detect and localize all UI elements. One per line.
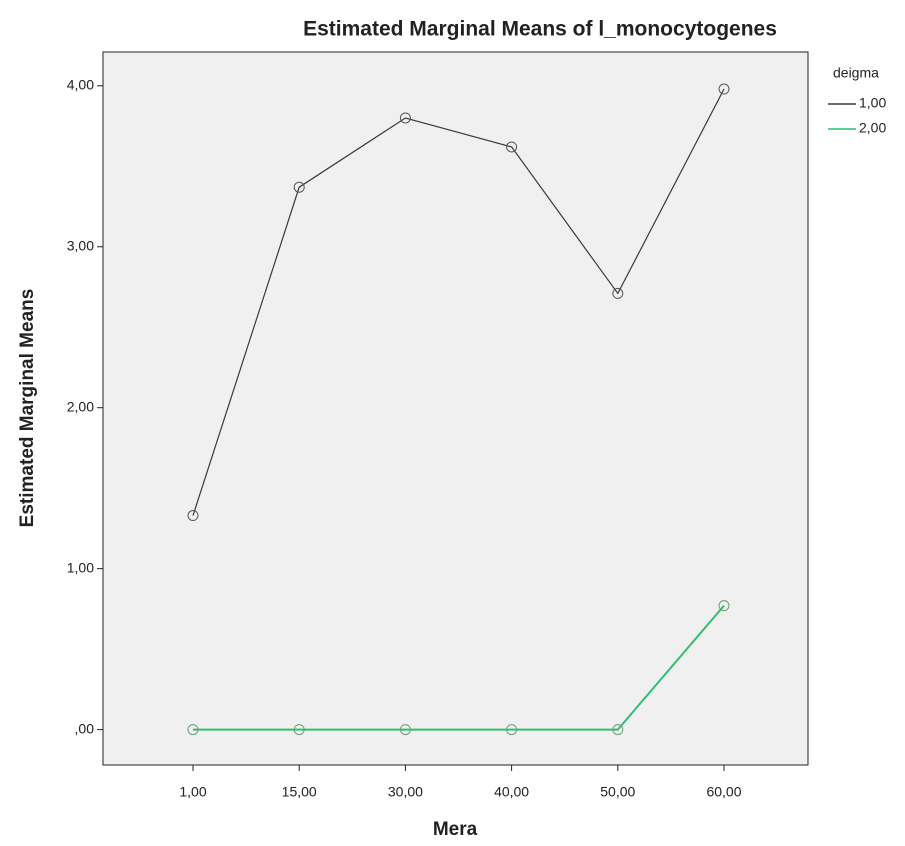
x-axis-title: Mera: [433, 819, 478, 840]
marker: [399, 112, 411, 124]
x-tick-label: 60,00: [706, 784, 741, 800]
y-tick-label: 2,00: [67, 398, 94, 414]
marker: [506, 141, 518, 153]
plot-area: [102, 51, 809, 766]
series-line: [192, 88, 725, 516]
y-axis-title: Estimated Marginal Means: [17, 289, 38, 528]
marker: [293, 724, 305, 736]
x-tick-label: 15,00: [282, 784, 317, 800]
chart-title: Estimated Marginal Means of l_monocytoge…: [303, 18, 777, 41]
marker: [718, 83, 730, 95]
series-line: [193, 605, 725, 731]
marker: [718, 600, 730, 612]
marker: [187, 510, 199, 522]
marker: [612, 287, 624, 299]
x-tick-label: 50,00: [600, 784, 635, 800]
x-tick-label: 30,00: [388, 784, 423, 800]
marker: [293, 181, 305, 193]
marker: [399, 724, 411, 736]
legend-title: deigma: [833, 65, 879, 81]
legend-label: 2,00: [859, 120, 886, 136]
y-tick-label: ,00: [75, 720, 95, 736]
marker: [612, 724, 624, 736]
y-tick-label: 3,00: [67, 237, 94, 253]
y-tick-label: 1,00: [67, 559, 94, 575]
x-tick-label: 1,00: [179, 784, 206, 800]
y-tick-label: 4,00: [67, 77, 94, 93]
marker: [506, 724, 518, 736]
marker: [187, 724, 199, 736]
legend-label: 1,00: [859, 95, 886, 111]
x-tick-label: 40,00: [494, 784, 529, 800]
